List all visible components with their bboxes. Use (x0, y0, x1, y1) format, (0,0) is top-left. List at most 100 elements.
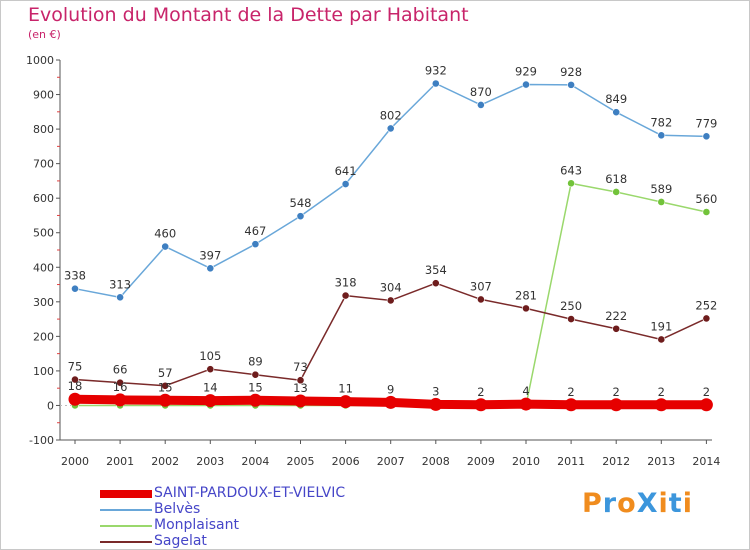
data-point-belv-s (522, 80, 530, 89)
data-label-belv-s: 641 (335, 164, 357, 178)
data-point-sagelat (657, 335, 666, 344)
data-label-saint-pardoux-et-vielvic: 18 (68, 379, 83, 393)
data-label-monplaisant: 589 (650, 182, 672, 196)
data-point-saint-pardoux-et-vielvic (294, 394, 307, 408)
legend-swatch (100, 509, 152, 511)
data-label-belv-s: 467 (244, 224, 266, 238)
data-point-saint-pardoux-et-vielvic (654, 398, 668, 412)
data-label-sagelat: 354 (425, 263, 447, 277)
x-tick-label: 2013 (647, 455, 675, 468)
data-label-sagelat: 191 (650, 319, 672, 333)
data-point-saint-pardoux-et-vielvic (113, 393, 127, 407)
data-label-belv-s: 460 (154, 227, 176, 241)
data-point-belv-s (296, 212, 305, 221)
x-tick-label: 2014 (692, 455, 720, 468)
data-label-sagelat: 105 (199, 349, 221, 363)
data-label-belv-s: 932 (425, 63, 447, 77)
data-label-sagelat: 281 (515, 288, 537, 302)
x-tick-label: 2005 (287, 455, 315, 468)
data-label-saint-pardoux-et-vielvic: 15 (158, 380, 173, 394)
data-point-saint-pardoux-et-vielvic (68, 392, 82, 406)
x-tick-label: 2000 (61, 455, 89, 468)
data-label-sagelat: 307 (470, 279, 492, 293)
logo-letter: o (617, 488, 637, 519)
y-tick-label: 0 (47, 399, 54, 412)
logo-letter: t (668, 488, 683, 519)
x-tick-label: 2009 (467, 455, 495, 468)
data-point-sagelat (431, 279, 440, 288)
data-label-belv-s: 782 (650, 115, 672, 129)
data-point-sagelat (161, 381, 170, 390)
data-label-belv-s: 779 (695, 116, 717, 130)
data-label-belv-s: 849 (605, 92, 627, 106)
data-point-sagelat (476, 295, 485, 304)
y-tick-label: 900 (33, 89, 54, 102)
data-label-saint-pardoux-et-vielvic: 13 (293, 381, 308, 395)
data-point-sagelat (612, 324, 621, 333)
data-label-saint-pardoux-et-vielvic: 2 (703, 385, 710, 399)
legend-swatch (100, 541, 152, 543)
data-label-belv-s: 313 (109, 277, 131, 291)
x-tick-label: 2004 (241, 455, 269, 468)
y-tick-label: -100 (29, 434, 54, 447)
y-tick-label: 800 (33, 123, 54, 136)
data-point-sagelat (341, 291, 350, 300)
chart-unit: (en €) (28, 28, 61, 41)
data-label-sagelat: 222 (605, 309, 627, 323)
y-tick-label: 600 (33, 192, 54, 205)
data-point-belv-s (206, 264, 215, 273)
data-point-belv-s (431, 79, 440, 88)
y-tick-label: 100 (33, 365, 54, 378)
data-point-saint-pardoux-et-vielvic (609, 398, 623, 412)
legend-label: Monplaisant (154, 517, 239, 533)
data-point-belv-s (341, 180, 350, 188)
data-point-saint-pardoux-et-vielvic (339, 395, 353, 409)
x-tick-label: 2007 (377, 455, 405, 468)
data-point-saint-pardoux-et-vielvic (429, 397, 443, 411)
logo-letter: X (636, 488, 659, 519)
data-point-saint-pardoux-et-vielvic (699, 398, 713, 412)
data-point-belv-s (657, 131, 666, 140)
data-point-sagelat (567, 315, 575, 323)
data-label-saint-pardoux-et-vielvic: 16 (113, 380, 128, 394)
data-label-saint-pardoux-et-vielvic: 2 (567, 385, 574, 399)
logo-letter: i (658, 488, 669, 519)
chart-title: Evolution du Montant de la Dette par Hab… (28, 4, 469, 26)
y-tick-label: 400 (33, 261, 54, 274)
data-point-sagelat (206, 365, 215, 374)
data-label-saint-pardoux-et-vielvic: 11 (338, 382, 353, 396)
data-label-monplaisant: 560 (695, 192, 717, 206)
data-label-saint-pardoux-et-vielvic: 4 (522, 384, 529, 398)
chart-plot-area: -100 0 100 200 300 400 500 600 700 800 900 1000 2000… (26, 54, 720, 468)
data-label-belv-s: 870 (470, 85, 492, 99)
data-point-saint-pardoux-et-vielvic (474, 398, 488, 412)
data-point-belv-s (386, 124, 395, 133)
data-label-sagelat: 75 (68, 360, 83, 374)
data-label-monplaisant: 618 (605, 172, 627, 186)
data-label-sagelat: 73 (293, 360, 308, 374)
data-point-saint-pardoux-et-vielvic (519, 397, 533, 411)
data-label-belv-s: 548 (290, 196, 312, 210)
data-point-sagelat (522, 304, 530, 313)
data-label-saint-pardoux-et-vielvic: 14 (203, 381, 218, 395)
legend-swatch (100, 525, 152, 527)
data-labels-layer: 18 16 15 14 15 13 11 9 3 2 4 2 2 2 2338313460397467548… (64, 63, 717, 398)
legend-label: Sagelat (154, 533, 207, 549)
data-point-sagelat (116, 378, 124, 387)
y-tick-label: 1000 (26, 54, 54, 67)
data-label-sagelat: 89 (248, 355, 263, 369)
data-point-sagelat (71, 375, 79, 384)
data-point-belv-s (702, 132, 711, 141)
data-point-belv-s (71, 284, 79, 293)
data-label-belv-s: 928 (560, 65, 582, 79)
data-point-sagelat (251, 370, 260, 379)
data-label-sagelat: 66 (113, 363, 128, 377)
logo-letter: i (682, 488, 693, 519)
data-label-sagelat: 250 (560, 299, 582, 313)
data-point-saint-pardoux-et-vielvic (158, 393, 172, 407)
data-point-belv-s (476, 101, 485, 109)
data-label-sagelat: 57 (158, 366, 173, 380)
data-point-monplaisant (612, 188, 621, 196)
logo-letter: r (602, 488, 618, 519)
data-label-sagelat: 318 (335, 276, 357, 290)
